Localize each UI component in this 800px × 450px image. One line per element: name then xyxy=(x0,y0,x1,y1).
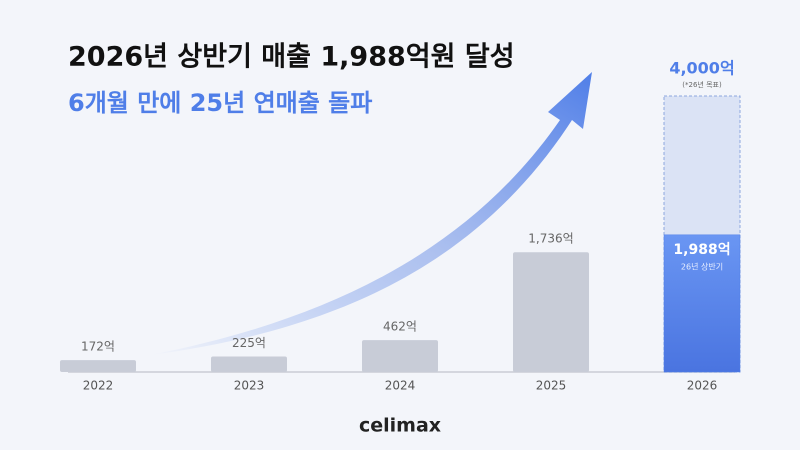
value-label: 1,736억 xyxy=(528,232,573,246)
chart-subtitle: 6개월 만에 25년 연매출 돌파 xyxy=(68,89,372,117)
bar xyxy=(60,360,136,372)
value-label: 225억 xyxy=(232,336,266,350)
bar xyxy=(211,356,287,372)
value-note: 26년 상반기 xyxy=(681,261,723,271)
x-tick-label: 2024 xyxy=(385,379,416,393)
x-tick-label: 2023 xyxy=(234,379,265,393)
bar xyxy=(362,340,438,372)
value-label: 172억 xyxy=(81,340,115,354)
brand-logo: celimax xyxy=(359,415,441,437)
target-note: (*26년 목표) xyxy=(682,80,722,89)
x-tick-label: 2025 xyxy=(536,379,567,393)
x-tick-label: 2026 xyxy=(687,379,718,393)
target-label: 4,000억 xyxy=(669,59,734,78)
bar xyxy=(663,234,741,373)
value-label: 1,988억 xyxy=(673,242,730,258)
chart-title: 2026년 상반기 매출 1,988억원 달성 xyxy=(68,42,515,73)
value-label: 462억 xyxy=(383,320,417,334)
x-tick-label: 2022 xyxy=(83,379,114,393)
bar xyxy=(513,252,589,372)
